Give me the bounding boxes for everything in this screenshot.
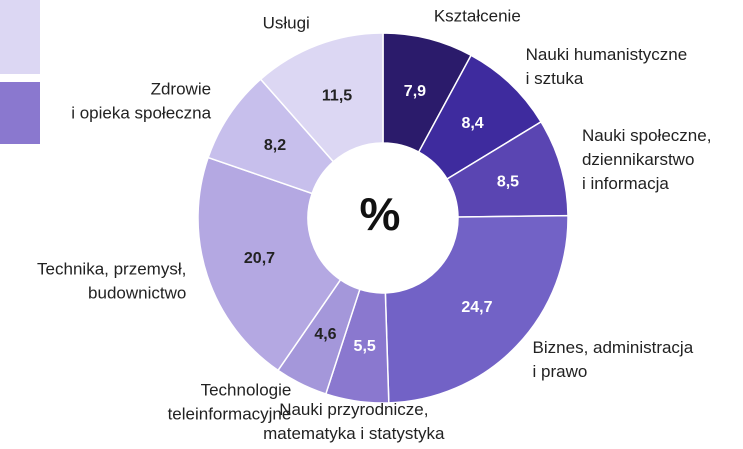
label-line: i prawo [533,363,588,382]
legend-swatch [0,82,40,144]
label-line: Nauki przyrodnicze, [279,400,428,419]
category-label: Technika, przemysł, budownictwo [37,260,186,303]
value-label: 4,6 [314,326,336,343]
category-label: Technologie teleinformacyjne [168,381,292,424]
label-line: Nauki społeczne, [582,126,711,145]
donut-segment [259,32,384,163]
category-label: Nauki społeczne, dziennikarstwo i informac… [582,126,711,193]
label-line: matematyka i statystyka [263,424,445,443]
category-label: Usługi [263,14,310,33]
legend-swatch [0,0,40,74]
label-line: dziennikarstwo [582,150,694,169]
donut-segment [384,214,569,404]
label-line: budownictwo [88,284,186,303]
donut-segment [197,156,342,372]
value-label: 24,7 [461,299,492,316]
category-label: Zdrowie i opieka społeczna [71,80,211,123]
label-line: Nauki humanistyczne [526,45,688,64]
value-label: 8,4 [461,115,483,132]
category-label: Biznes, administracja i prawo [533,339,694,382]
value-label: 8,2 [264,137,286,154]
label-line: teleinformacyjne [168,405,292,424]
label-line: Technologie [201,381,292,400]
label-line: i informacja [582,174,669,193]
label-line: Zdrowie [151,80,211,99]
label-line: Technika, przemysł, [37,260,186,279]
center-label: % [360,188,401,240]
value-label: 7,9 [404,83,426,100]
category-label: Nauki humanistyczne i sztuka [526,45,688,88]
value-label: 20,7 [244,250,275,267]
label-line: Usługi [263,14,310,33]
value-label: 8,5 [497,173,519,190]
label-line: Kształcenie [434,7,521,26]
label-line: Biznes, administracja [533,339,694,358]
category-label: Kształcenie [434,7,521,26]
label-line: i opieka społeczna [71,104,211,123]
category-label: Nauki przyrodnicze, matematyka i statysty… [263,400,445,443]
label-line: i sztuka [526,69,584,88]
value-label: 5,5 [354,338,376,355]
value-label: 11,5 [322,88,352,105]
